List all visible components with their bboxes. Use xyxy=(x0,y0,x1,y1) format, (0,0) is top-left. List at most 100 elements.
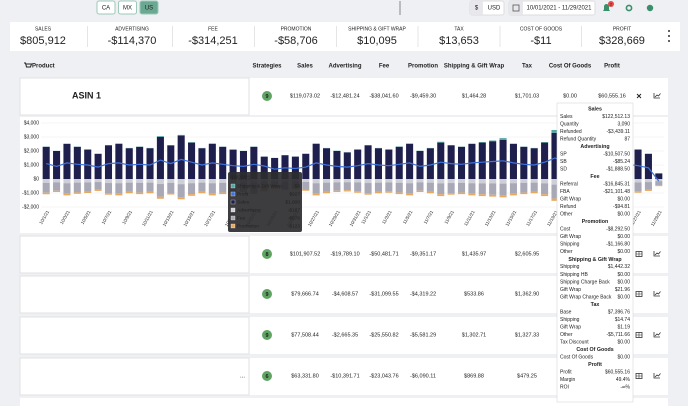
bar-segment xyxy=(94,153,102,179)
x-tick-label: 11/1/21 xyxy=(360,209,372,225)
bar-segment xyxy=(541,183,549,195)
bar-segment xyxy=(198,179,206,183)
menu-dot[interactable] xyxy=(668,30,670,32)
bar-segment xyxy=(219,179,227,183)
bar-segment xyxy=(125,148,133,179)
bar-segment xyxy=(239,151,248,179)
bar-segment xyxy=(323,179,331,183)
menu-dot[interactable] xyxy=(668,35,670,37)
country-button[interactable] xyxy=(139,0,159,15)
breakdown-value: -$10,507.50 xyxy=(603,151,630,157)
bar-segment xyxy=(457,146,466,179)
bar-segment xyxy=(551,132,559,179)
menu-dot[interactable] xyxy=(668,40,670,42)
chart-icon[interactable] xyxy=(653,93,661,99)
bar-segment xyxy=(333,182,341,191)
country-button[interactable] xyxy=(118,0,137,15)
chart-icon[interactable] xyxy=(653,291,661,297)
y-tick-label: -$2,000 xyxy=(22,204,39,210)
bar-segment xyxy=(426,191,434,194)
tooltip-swatch xyxy=(230,223,236,229)
breakdown-value: $0.00 xyxy=(617,279,630,285)
bar-segment xyxy=(146,182,154,192)
cell-value: $63,331.80 xyxy=(291,373,319,379)
bar-segment xyxy=(291,156,299,179)
bell-icon[interactable] xyxy=(603,4,610,11)
bar-segment xyxy=(271,158,279,179)
bar-segment xyxy=(416,179,424,183)
product-name: ASIN 1 xyxy=(72,90,101,100)
strategy-count: 9 xyxy=(265,292,268,298)
bar-segment xyxy=(156,196,164,199)
bar-segment xyxy=(136,146,144,179)
bar-segment xyxy=(343,179,351,183)
chart-icon[interactable] xyxy=(653,332,661,338)
bar-segment xyxy=(208,193,216,196)
strategy-badge[interactable] xyxy=(262,330,272,340)
tooltip-swatch xyxy=(230,207,236,213)
breakdown-value: $7,396.76 xyxy=(608,309,630,315)
bar-segment xyxy=(416,190,424,193)
bar-segment xyxy=(84,191,92,193)
chart-icon[interactable] xyxy=(653,373,661,379)
help-icon[interactable] xyxy=(646,4,654,12)
column-header: Product xyxy=(32,64,55,70)
breakdown-section: Advertising xyxy=(580,144,609,150)
product-more: ... xyxy=(240,374,245,380)
strategy-badge[interactable] xyxy=(262,371,272,381)
country-button[interactable] xyxy=(96,0,116,15)
cell-value: -$2,665.35 xyxy=(332,332,358,338)
bar-segment xyxy=(136,192,144,195)
breakdown-value: $122,512.13 xyxy=(602,114,630,120)
bar-segment xyxy=(426,148,434,179)
bar-segment xyxy=(551,130,559,133)
bar-segment xyxy=(312,193,320,196)
summary-bar xyxy=(10,22,680,51)
close-icon[interactable] xyxy=(636,93,642,99)
bar-segment xyxy=(416,151,424,179)
bar-segment xyxy=(457,182,466,193)
bar-segment xyxy=(323,191,331,194)
bar-segment xyxy=(406,144,414,179)
breakdown-section: Shipping & Gift Wrap xyxy=(568,257,622,263)
strategy-badge[interactable] xyxy=(262,249,272,259)
column-header: Tax xyxy=(522,64,533,70)
settings-icon[interactable] xyxy=(625,4,633,12)
bar-segment xyxy=(188,179,196,184)
bar-segment xyxy=(302,189,310,191)
bar-segment xyxy=(489,140,497,142)
cell-value: $1,435.97 xyxy=(462,251,486,257)
breakdown-section: Profit xyxy=(588,362,602,368)
column-header: Advertising xyxy=(328,64,361,70)
product-cell xyxy=(19,235,250,274)
tooltip-value: $1,600 xyxy=(285,199,300,205)
breakdown-label: Margin xyxy=(560,377,576,383)
cell-value: $79,666.74 xyxy=(291,291,319,297)
bar-segment xyxy=(644,189,652,191)
currency-symbol: $ xyxy=(475,6,479,12)
summary-label: PROFIT xyxy=(613,26,631,32)
column-header: Sales xyxy=(297,64,313,70)
strategy-count: 9 xyxy=(265,333,268,339)
bar-segment xyxy=(333,179,341,183)
tooltip-name: Sales xyxy=(237,199,250,205)
tooltip-swatch xyxy=(230,183,236,189)
bar-segment xyxy=(447,193,455,195)
bar-segment xyxy=(634,149,642,179)
country-label: US xyxy=(145,6,153,12)
bar-segment xyxy=(167,145,175,179)
bar-segment xyxy=(520,179,528,183)
bar-segment xyxy=(115,193,123,196)
strategy-badge[interactable] xyxy=(262,91,272,101)
breakdown-value: $14.74 xyxy=(615,317,631,323)
bar-segment xyxy=(364,179,372,184)
bar-segment xyxy=(426,179,434,183)
x-tick-label: 11/5/21 xyxy=(402,209,414,225)
strategy-badge[interactable] xyxy=(262,289,272,299)
chart-icon[interactable] xyxy=(653,251,661,257)
breakdown-label: Sales xyxy=(560,114,573,120)
breakdown-label: SB xyxy=(560,159,567,165)
breakdown-value: -$16,845.31 xyxy=(603,182,630,188)
cell-value: -$25,550.82 xyxy=(369,332,398,338)
bar-segment xyxy=(530,182,538,192)
